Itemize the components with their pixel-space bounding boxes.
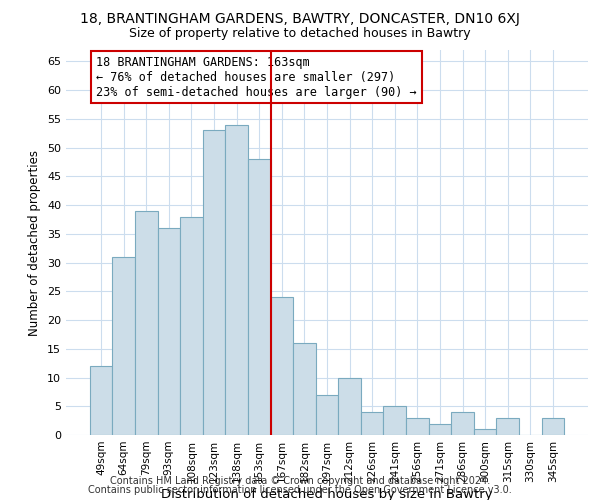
Bar <box>428 424 451 435</box>
X-axis label: Distribution of detached houses by size in Bawtry: Distribution of detached houses by size … <box>161 488 493 500</box>
Bar <box>248 159 271 435</box>
Bar <box>158 228 180 435</box>
Bar <box>293 343 316 435</box>
Y-axis label: Number of detached properties: Number of detached properties <box>28 150 41 336</box>
Bar <box>406 418 428 435</box>
Bar <box>338 378 361 435</box>
Bar <box>316 395 338 435</box>
Bar <box>542 418 564 435</box>
Bar <box>361 412 383 435</box>
Bar <box>271 297 293 435</box>
Text: 18 BRANTINGHAM GARDENS: 163sqm
← 76% of detached houses are smaller (297)
23% of: 18 BRANTINGHAM GARDENS: 163sqm ← 76% of … <box>96 56 417 99</box>
Bar <box>496 418 519 435</box>
Bar <box>226 124 248 435</box>
Bar <box>90 366 112 435</box>
Text: Contains HM Land Registry data © Crown copyright and database right 2024.: Contains HM Land Registry data © Crown c… <box>110 476 490 486</box>
Bar <box>451 412 474 435</box>
Text: Size of property relative to detached houses in Bawtry: Size of property relative to detached ho… <box>129 28 471 40</box>
Bar <box>112 257 135 435</box>
Text: Contains public sector information licensed under the Open Government Licence v3: Contains public sector information licen… <box>88 485 512 495</box>
Bar <box>135 211 158 435</box>
Bar <box>203 130 226 435</box>
Bar <box>180 216 203 435</box>
Bar <box>383 406 406 435</box>
Text: 18, BRANTINGHAM GARDENS, BAWTRY, DONCASTER, DN10 6XJ: 18, BRANTINGHAM GARDENS, BAWTRY, DONCAST… <box>80 12 520 26</box>
Bar <box>474 430 496 435</box>
